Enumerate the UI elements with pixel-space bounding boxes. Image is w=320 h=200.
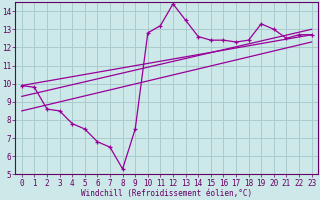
X-axis label: Windchill (Refroidissement éolien,°C): Windchill (Refroidissement éolien,°C) [81, 189, 252, 198]
